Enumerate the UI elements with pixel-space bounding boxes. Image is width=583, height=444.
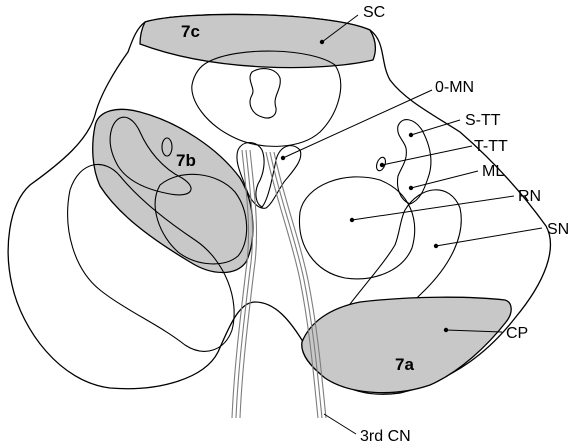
label-s-tt: S-TT — [465, 112, 501, 129]
leader-dot-rn — [349, 217, 355, 223]
label-3rd-cn: 3rd CN — [360, 428, 411, 444]
label-sn: SN — [547, 221, 569, 238]
leader-dot-sc — [319, 39, 325, 45]
nerve-fibre-left — [231, 149, 250, 419]
leader-dot-stt — [408, 132, 414, 138]
region-7c — [139, 13, 377, 69]
leader-ttt — [381, 145, 473, 166]
label-7a: 7a — [395, 355, 414, 374]
nerve-fibre-right — [273, 151, 327, 419]
label-7c: 7c — [181, 22, 200, 41]
label-t-tt: T-TT — [474, 138, 508, 155]
right-red-nucleus — [298, 176, 416, 280]
nerve-fibre-right — [269, 151, 323, 419]
label-sc: SC — [363, 4, 385, 21]
leader-dot-ttt — [379, 162, 385, 168]
nerve-fibre-left — [235, 149, 254, 419]
leader-dot-ml — [408, 185, 414, 191]
left-small-nucleus — [161, 137, 173, 157]
leader-dot-cp — [443, 327, 449, 333]
leader-3rd-cn — [323, 413, 357, 435]
nerve-fibre-left — [239, 149, 258, 419]
third-cranial-nerve-fibres — [231, 149, 327, 419]
leader-dot-sn — [433, 243, 439, 249]
oculomotor-nucleus — [236, 141, 302, 209]
leader-dot-mn — [280, 155, 286, 161]
label-0-mn: 0-MN — [435, 79, 474, 96]
region-7a — [301, 296, 512, 394]
leader-mn — [282, 89, 433, 159]
cerebral-aqueduct — [249, 68, 281, 119]
region-7b — [92, 108, 254, 274]
trigeminothalamic-tract — [375, 156, 387, 172]
label-ml: ML — [482, 163, 504, 180]
label-cp: CP — [506, 325, 528, 342]
leader-sc — [321, 14, 359, 43]
label-7b: 7b — [176, 151, 196, 170]
spinothalamic-tract — [396, 119, 432, 205]
periaqueductal-region — [191, 50, 342, 147]
left-lemniscal-structure — [109, 116, 192, 196]
leader-stt — [410, 119, 461, 136]
leader-cp — [445, 329, 503, 333]
leader-sn — [435, 227, 543, 247]
leader-ml — [410, 170, 479, 189]
leader-rn — [351, 195, 515, 221]
nerve-fibre-right — [265, 151, 319, 419]
left-red-nucleus — [154, 173, 248, 265]
label-rn: RN — [518, 188, 541, 205]
left-substantia-nigra — [67, 164, 235, 352]
